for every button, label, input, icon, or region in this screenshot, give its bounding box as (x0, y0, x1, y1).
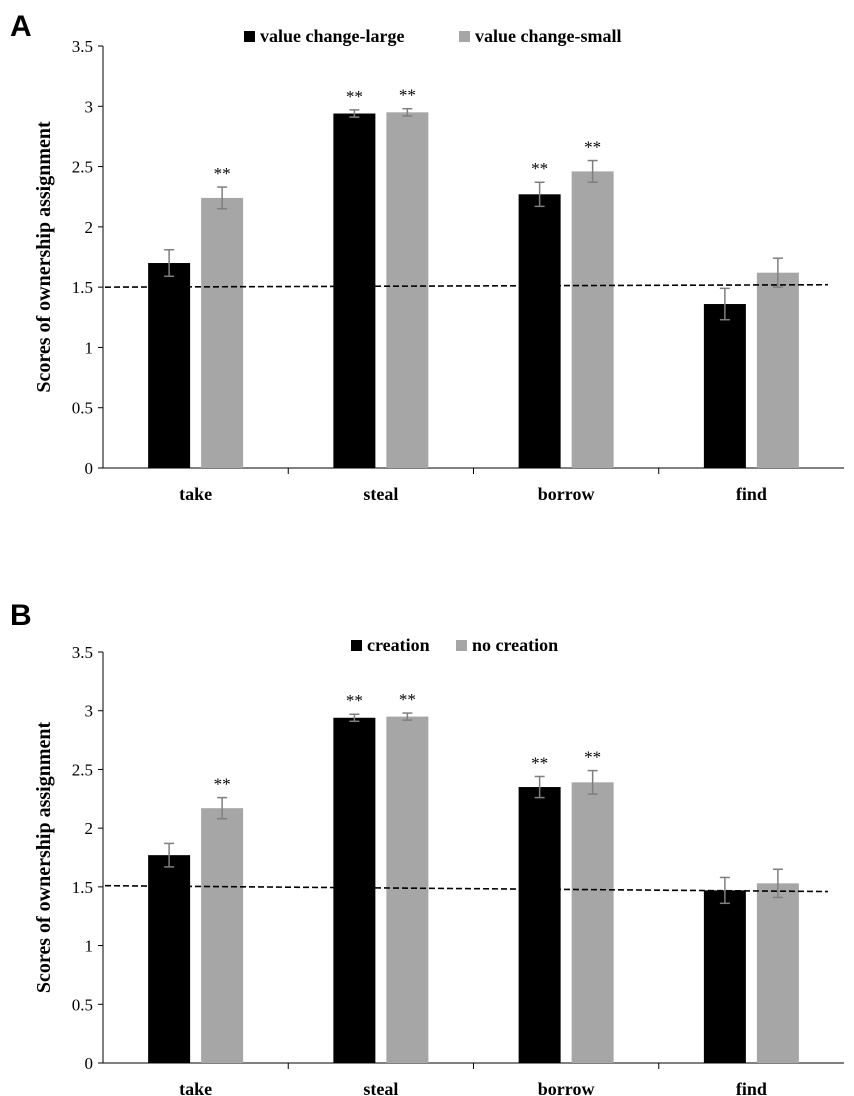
significance-label: ** (214, 164, 231, 183)
y-tick-label: 1.5 (72, 878, 93, 897)
y-tick-label: 3 (85, 97, 94, 116)
significance-label: ** (399, 690, 416, 709)
x-tick-label: find (736, 484, 767, 504)
bar (148, 263, 191, 468)
y-tick-label: 0 (85, 1054, 94, 1073)
legend-swatch (244, 31, 255, 42)
x-tick-label: take (179, 484, 212, 504)
error-bar (164, 249, 175, 278)
bar (756, 272, 799, 468)
bar (703, 304, 746, 468)
reference-line (104, 884, 829, 893)
y-tick-label: 1 (85, 338, 94, 357)
legend-label: value change-small (475, 26, 622, 46)
error-bar (349, 109, 360, 118)
error-bar (534, 181, 545, 208)
bar (756, 883, 799, 1063)
significance-label: ** (584, 138, 601, 157)
x-tick-label: borrow (538, 484, 595, 504)
significance-label: ** (531, 753, 548, 772)
legend-swatch (456, 640, 467, 651)
y-tick-label: 2.5 (72, 760, 93, 779)
error-bar (349, 713, 360, 723)
bar (148, 855, 191, 1063)
y-tick-label: 3.5 (72, 37, 93, 56)
bar (201, 808, 244, 1063)
y-tick-label: 3.5 (72, 643, 93, 662)
y-tick-label: 3 (85, 702, 94, 721)
significance-label: ** (531, 159, 548, 178)
y-axis-label: Scores of ownership assignment (33, 722, 55, 994)
bar (333, 113, 376, 469)
panel-b: B 0 0.5 1 1.5 2 2.5 3 3.5 Scores of ownership ass… (10, 599, 844, 1096)
legend-label: no creation (472, 635, 558, 655)
legend-item: value change-small (459, 26, 622, 46)
significance-label: ** (346, 691, 363, 710)
significance-label: ** (214, 775, 231, 794)
legend-swatch (459, 31, 470, 42)
legend-label: value change-large (260, 26, 404, 46)
panel-letter: A (10, 10, 32, 43)
legend-swatch (351, 640, 362, 651)
panel-a: A 0 0.5 1 1.5 2 2.5 3 3.5 Scores of ownership ass… (10, 10, 844, 504)
bar (386, 716, 429, 1063)
y-axis-label: Scores of ownership assignment (33, 121, 55, 393)
bar (333, 717, 376, 1063)
bar (518, 787, 561, 1063)
x-tick-label: take (179, 1079, 212, 1096)
significance-label: ** (399, 86, 416, 105)
legend-label: creation (367, 635, 430, 655)
error-bar (772, 257, 783, 288)
significance-label: ** (346, 87, 363, 106)
significance-label: ** (584, 748, 601, 767)
y-tick-label: 0.5 (72, 995, 93, 1014)
bar (518, 194, 561, 468)
error-bar (587, 159, 598, 183)
y-tick-label: 1.5 (72, 278, 93, 297)
legend-item: value change-large (244, 26, 404, 46)
x-tick-label: find (736, 1079, 767, 1096)
bar (386, 112, 429, 469)
panel-letter: B (10, 599, 32, 632)
error-bar (402, 712, 413, 721)
legend-item: no creation (456, 635, 558, 655)
y-tick-label: 2 (85, 819, 94, 838)
y-tick-label: 0 (85, 459, 94, 478)
legend-item: creation (351, 635, 430, 655)
bar (201, 197, 244, 469)
error-bar (719, 876, 730, 905)
x-tick-label: steal (363, 484, 398, 504)
error-bar (164, 842, 175, 868)
reference-line (104, 283, 829, 288)
y-tick-label: 0.5 (72, 399, 93, 418)
bar (703, 890, 746, 1063)
bar (571, 782, 614, 1063)
y-tick-label: 2 (85, 218, 94, 237)
y-tick-label: 1 (85, 937, 94, 956)
error-bar (587, 769, 598, 795)
error-bar (534, 775, 545, 799)
error-bar (719, 287, 730, 321)
error-bar (217, 796, 228, 820)
bar (571, 171, 614, 468)
error-bar (772, 868, 783, 899)
x-tick-label: steal (363, 1079, 398, 1096)
y-tick-label: 2.5 (72, 158, 93, 177)
error-bar (217, 186, 228, 210)
error-bar (402, 107, 413, 117)
x-tick-label: borrow (538, 1079, 595, 1096)
